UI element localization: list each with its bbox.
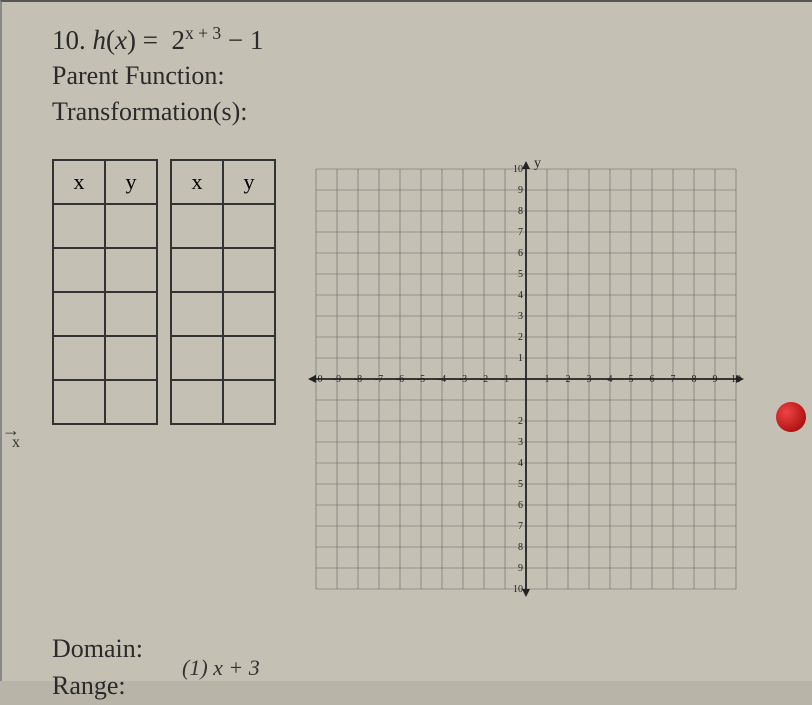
- svg-text:3: 3: [587, 374, 592, 385]
- svg-text:8: 8: [518, 542, 523, 553]
- svg-text:2: 2: [518, 332, 523, 343]
- table-cell[interactable]: [53, 204, 105, 248]
- table-cell[interactable]: [223, 336, 275, 380]
- svg-text:-1: -1: [501, 374, 509, 385]
- table2-header-y: y: [223, 160, 275, 204]
- bottom-fragment: (1) x + 3: [182, 655, 260, 681]
- svg-text:3: 3: [518, 437, 523, 448]
- svg-text:7: 7: [671, 374, 676, 385]
- svg-text:-7: -7: [375, 374, 383, 385]
- table-cell[interactable]: [105, 204, 157, 248]
- table-cell[interactable]: [171, 248, 223, 292]
- svg-text:8: 8: [692, 374, 697, 385]
- range-label: Range:: [52, 667, 812, 705]
- svg-text:1: 1: [518, 353, 523, 364]
- svg-text:4: 4: [518, 290, 523, 301]
- red-marker-dot-icon: [776, 402, 806, 432]
- svg-text:6: 6: [518, 248, 523, 259]
- table-cell[interactable]: [171, 380, 223, 424]
- transformations-label: Transformation(s):: [52, 94, 812, 129]
- svg-text:7: 7: [518, 521, 523, 532]
- svg-text:1: 1: [545, 374, 550, 385]
- table-cell[interactable]: [105, 292, 157, 336]
- table1-header-y: y: [105, 160, 157, 204]
- table-cell[interactable]: [223, 292, 275, 336]
- table-cell[interactable]: [171, 336, 223, 380]
- table2-header-x: x: [171, 160, 223, 204]
- table-cell[interactable]: [53, 248, 105, 292]
- svg-text:4: 4: [608, 374, 613, 385]
- svg-text:7: 7: [518, 227, 523, 238]
- func-name: h(x) = 2x + 3 − 1: [93, 25, 264, 55]
- svg-text:9: 9: [518, 185, 523, 196]
- table-cell[interactable]: [223, 380, 275, 424]
- svg-text:y: y: [534, 159, 541, 171]
- xy-table-1: x y: [52, 159, 158, 425]
- svg-text:5: 5: [518, 269, 523, 280]
- svg-text:6: 6: [518, 500, 523, 511]
- domain-range-block: Domain: Range:: [2, 604, 812, 705]
- svg-text:-5: -5: [417, 374, 425, 385]
- svg-text:5: 5: [629, 374, 634, 385]
- svg-text:10: 10: [731, 374, 741, 385]
- svg-text:-2: -2: [480, 374, 488, 385]
- coordinate-grid: -10 -9 -8 -7 -6 -5 -4 -3 -2 -1 1 2 3 4 5 6 7 8 9 10 10 9 8 7 6 5 4…: [306, 159, 746, 604]
- svg-text:2: 2: [518, 416, 523, 427]
- problem-number: 10.: [52, 25, 86, 55]
- svg-text:9: 9: [713, 374, 718, 385]
- svg-text:2: 2: [566, 374, 571, 385]
- svg-text:10: 10: [513, 584, 523, 595]
- svg-text:5: 5: [518, 479, 523, 490]
- svg-text:-10: -10: [309, 374, 322, 385]
- xy-table-2: x y: [170, 159, 276, 425]
- table-cell[interactable]: [223, 248, 275, 292]
- table1-header-x: x: [53, 160, 105, 204]
- table-cell[interactable]: [105, 336, 157, 380]
- svg-text:-3: -3: [459, 374, 467, 385]
- svg-text:4: 4: [518, 458, 523, 469]
- domain-label: Domain:: [52, 630, 812, 668]
- parent-function-label: Parent Function:: [52, 58, 812, 93]
- table-cell[interactable]: [105, 248, 157, 292]
- svg-text:6: 6: [650, 374, 655, 385]
- table-cell[interactable]: [53, 380, 105, 424]
- svg-text:8: 8: [518, 206, 523, 217]
- table-cell[interactable]: [53, 292, 105, 336]
- grid-svg: -10 -9 -8 -7 -6 -5 -4 -3 -2 -1 1 2 3 4 5 6 7 8 9 10 10 9 8 7 6 5 4…: [306, 159, 746, 599]
- table-cell[interactable]: [53, 336, 105, 380]
- svg-text:-6: -6: [396, 374, 404, 385]
- problem-header: 10. h(x) = 2x + 3 − 1 Parent Function: T…: [2, 2, 812, 129]
- content-row: x y x y -10 -9 -8 -7 -6 -5 -4 -3 -2 -1 1 2 3 4 5 6 7 8 9 10…: [2, 129, 812, 604]
- svg-text:9: 9: [518, 563, 523, 574]
- table-cell[interactable]: [171, 204, 223, 248]
- svg-text:-9: -9: [333, 374, 341, 385]
- worksheet-page: 10. h(x) = 2x + 3 − 1 Parent Function: T…: [0, 0, 812, 681]
- left-x-label: x: [12, 434, 20, 452]
- svg-text:-8: -8: [354, 374, 362, 385]
- table-cell[interactable]: [105, 380, 157, 424]
- equation-line: 10. h(x) = 2x + 3 − 1: [52, 22, 812, 58]
- svg-text:3: 3: [518, 311, 523, 322]
- table-cell[interactable]: [223, 204, 275, 248]
- svg-text:10: 10: [513, 164, 523, 175]
- table-cell[interactable]: [171, 292, 223, 336]
- svg-text:-4: -4: [438, 374, 446, 385]
